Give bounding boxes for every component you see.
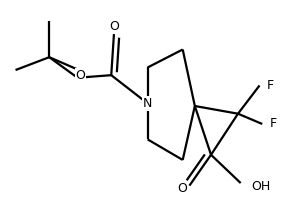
Text: N: N (143, 97, 152, 110)
Text: O: O (177, 182, 187, 195)
Text: OH: OH (251, 180, 270, 193)
Text: F: F (270, 117, 277, 130)
Text: F: F (267, 79, 274, 92)
Text: O: O (75, 69, 85, 82)
Text: O: O (109, 20, 119, 33)
